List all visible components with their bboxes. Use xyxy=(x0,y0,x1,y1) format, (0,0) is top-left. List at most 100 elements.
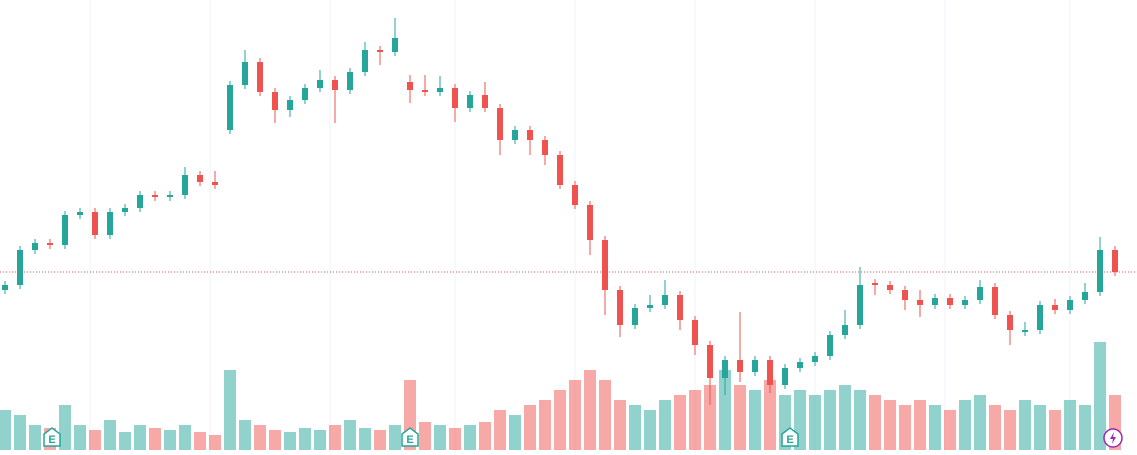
marker-label: E xyxy=(786,434,793,446)
candle-body xyxy=(782,368,788,385)
volume-bar xyxy=(149,428,161,450)
marker-label: E xyxy=(406,434,413,446)
volume-bar xyxy=(974,395,986,450)
volume-bar xyxy=(314,430,326,450)
candle-body xyxy=(1022,330,1028,332)
volume-bar xyxy=(194,432,206,450)
volume-bar xyxy=(464,425,476,450)
volume-bar xyxy=(869,395,881,450)
volume-bar xyxy=(299,428,311,450)
candle-body xyxy=(437,88,443,92)
volume-bar xyxy=(104,420,116,450)
volume-bar xyxy=(1004,410,1016,450)
volume-bar xyxy=(119,432,131,450)
volume-bar xyxy=(389,425,401,450)
earnings-marker[interactable]: E xyxy=(781,427,799,447)
candle-body xyxy=(752,360,758,372)
volume-bar xyxy=(479,422,491,450)
volume-bar xyxy=(584,370,596,450)
volume-bar xyxy=(164,430,176,450)
candle-body xyxy=(527,130,533,140)
volume-bar xyxy=(599,380,611,450)
candle-body xyxy=(212,182,218,185)
earnings-marker[interactable]: E xyxy=(401,427,419,447)
marker-shape xyxy=(781,427,799,447)
candle-body xyxy=(422,90,428,92)
volume-layer xyxy=(0,342,1121,450)
volume-bar xyxy=(689,390,701,450)
volume-bar xyxy=(809,395,821,450)
volume-bar xyxy=(89,430,101,450)
volume-bar xyxy=(59,405,71,450)
marker-shape xyxy=(401,427,419,447)
volume-bar xyxy=(269,430,281,450)
volume-bar xyxy=(884,400,896,450)
candle-layer xyxy=(0,18,1137,405)
flash-icon[interactable] xyxy=(1103,428,1123,448)
candle-body xyxy=(17,250,23,285)
volume-bar xyxy=(1049,410,1061,450)
volume-bar xyxy=(254,425,266,450)
volume-bar xyxy=(449,428,461,450)
candle-body xyxy=(47,243,53,245)
volume-bar xyxy=(659,400,671,450)
candle-body xyxy=(767,360,773,385)
volume-bar xyxy=(719,370,731,450)
candle-body xyxy=(107,212,113,235)
candle-body xyxy=(617,290,623,325)
candle-body xyxy=(347,72,353,90)
candle-body xyxy=(122,208,128,212)
volume-bar xyxy=(1064,400,1076,450)
candle-body xyxy=(497,108,503,140)
candle-body xyxy=(1082,292,1088,300)
earnings-marker[interactable]: E xyxy=(43,427,61,447)
volume-bar xyxy=(749,390,761,450)
volume-bar xyxy=(644,410,656,450)
candle-body xyxy=(692,320,698,345)
volume-bar xyxy=(284,432,296,450)
candle-body xyxy=(32,243,38,250)
candle-body xyxy=(827,335,833,356)
candle-body xyxy=(257,62,263,92)
candle-body xyxy=(677,295,683,320)
candle-body xyxy=(542,140,548,155)
candle-body xyxy=(302,88,308,100)
candle-body xyxy=(1052,305,1058,310)
volume-bar xyxy=(854,390,866,450)
volume-bar xyxy=(329,425,341,450)
candle-body xyxy=(812,356,818,362)
volume-bar xyxy=(224,370,236,450)
volume-bar xyxy=(359,428,371,450)
candle-body xyxy=(182,175,188,195)
candle-body xyxy=(842,325,848,335)
volume-bar xyxy=(239,420,251,450)
volume-bar xyxy=(614,400,626,450)
candle-body xyxy=(887,285,893,290)
candle-body xyxy=(197,175,203,182)
volume-bar xyxy=(899,405,911,450)
candle-body xyxy=(707,345,713,378)
volume-bar xyxy=(839,385,851,450)
volume-bar xyxy=(734,385,746,450)
candle-body xyxy=(857,285,863,325)
volume-bar xyxy=(944,410,956,450)
icon-bolt xyxy=(1110,432,1116,444)
candle-body xyxy=(902,290,908,300)
candle-body xyxy=(662,295,668,305)
candle-body xyxy=(722,360,728,378)
volume-bar xyxy=(989,405,1001,450)
marker-label: E xyxy=(48,434,55,446)
volume-bar xyxy=(134,425,146,450)
volume-bar xyxy=(374,430,386,450)
candle-body xyxy=(737,360,743,372)
candle-body xyxy=(557,155,563,185)
volume-bar xyxy=(14,415,26,450)
candle-body xyxy=(587,205,593,240)
candle-body xyxy=(1037,305,1043,330)
volume-bar xyxy=(629,405,641,450)
volume-bar xyxy=(344,420,356,450)
candle-body xyxy=(332,80,338,90)
candle-body xyxy=(227,85,233,130)
volume-bar xyxy=(29,425,41,450)
